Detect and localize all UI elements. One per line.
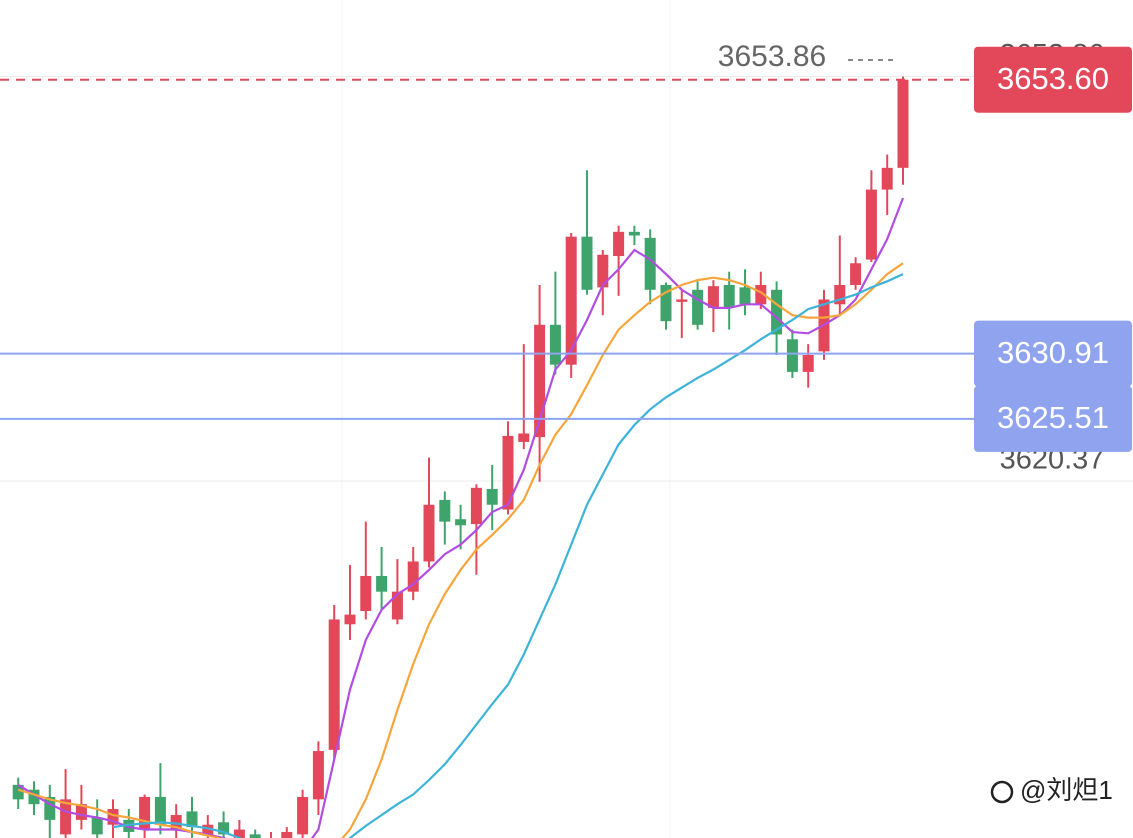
candle-body <box>628 231 640 236</box>
level-label: 3653.60 <box>997 61 1109 96</box>
candle-body <box>613 231 625 256</box>
candle-body <box>455 519 467 526</box>
candle-body <box>771 289 783 335</box>
candle-body <box>75 804 87 820</box>
candle-body <box>549 324 561 365</box>
ma-line <box>17 262 904 838</box>
candle-body <box>202 824 214 836</box>
ma-line <box>112 273 904 838</box>
level-label: 3625.51 <box>997 400 1109 435</box>
candle-body <box>660 284 672 322</box>
candle-body <box>60 799 72 835</box>
level-box <box>974 320 1132 387</box>
candle-body <box>486 489 498 505</box>
candle-body <box>328 619 340 750</box>
candle-body <box>834 284 846 305</box>
candle-body <box>881 167 893 190</box>
candle-body <box>12 784 24 800</box>
candle-body <box>644 237 656 290</box>
candle-body <box>692 289 704 325</box>
candle-body <box>518 433 530 442</box>
candle-body <box>170 815 182 830</box>
candle-body <box>581 236 593 290</box>
candle-body <box>865 189 877 260</box>
candle-body <box>470 487 482 525</box>
candle-body <box>91 817 103 835</box>
high-marker-label: 3653.86 <box>718 40 826 73</box>
candle-body <box>360 575 372 611</box>
candle-body <box>249 834 261 838</box>
candle-body <box>139 796 151 830</box>
candle-body <box>376 575 388 592</box>
candle-body <box>28 789 40 805</box>
candle-body <box>707 286 719 308</box>
candle-body <box>218 822 230 835</box>
candle-body <box>802 355 814 372</box>
candle-body <box>154 796 166 825</box>
candle-body <box>297 796 309 835</box>
candle-body <box>897 79 909 168</box>
candle-body <box>739 287 751 305</box>
watermark: @刘炟1 <box>1020 775 1113 805</box>
ma-line <box>17 197 905 838</box>
candle-body <box>391 591 403 620</box>
candle-body <box>186 811 198 828</box>
candle-body <box>44 796 56 820</box>
level-box <box>974 46 1132 113</box>
overlay: 3653.86 3653.60 3630.91 3625.51 <box>0 40 1132 452</box>
logo <box>990 780 1014 804</box>
candle-body <box>233 829 245 838</box>
candle-body <box>312 751 324 800</box>
plot-area <box>12 76 909 838</box>
candle-body <box>423 504 435 562</box>
candle-body <box>786 339 798 372</box>
candle-body <box>107 809 119 825</box>
level-label: 3630.91 <box>997 335 1109 370</box>
candle-body <box>676 299 688 302</box>
candle-body <box>344 614 356 625</box>
candle-body <box>597 254 609 288</box>
candle-body <box>565 236 577 365</box>
candle-body <box>407 561 419 592</box>
candle-body <box>850 263 862 285</box>
candle-body <box>502 435 514 510</box>
candle-body <box>723 284 735 308</box>
level-box <box>974 385 1132 452</box>
watermark-group: @刘炟1 <box>990 775 1113 805</box>
candle-body <box>281 831 293 838</box>
candle-body <box>755 284 767 305</box>
candle-body <box>534 324 546 438</box>
candle-body <box>439 499 451 522</box>
